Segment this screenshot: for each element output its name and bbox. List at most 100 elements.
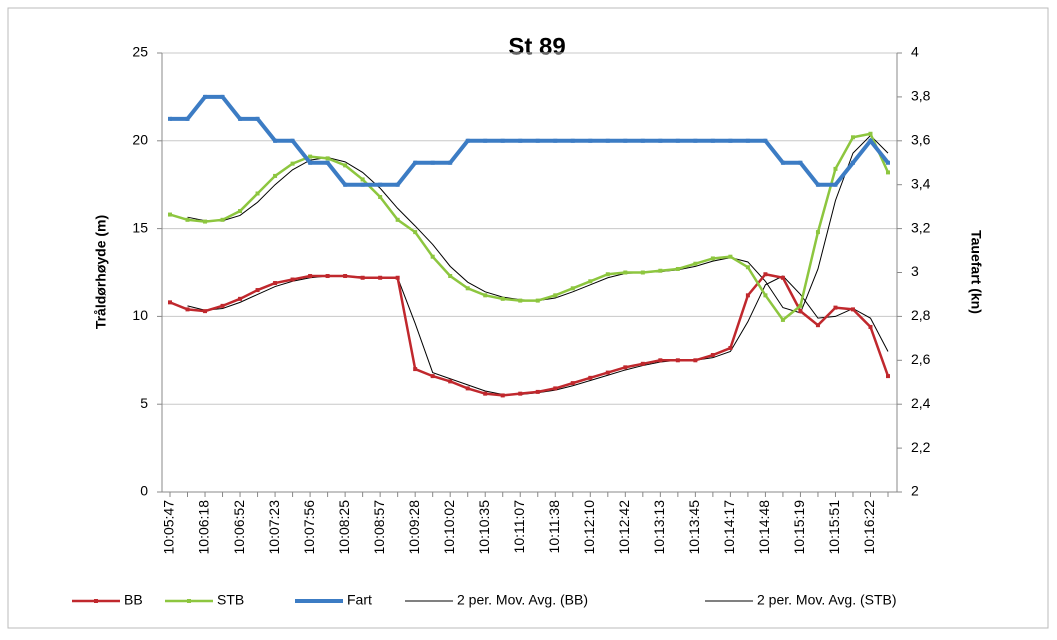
legend-label: 2 per. Mov. Avg. (BB)	[457, 592, 588, 608]
x-tick-label: 10:14:17	[721, 500, 737, 555]
point	[623, 138, 628, 143]
point	[605, 138, 610, 143]
point	[430, 374, 435, 379]
point	[448, 274, 453, 279]
point	[290, 138, 295, 143]
y-tick-label: 20	[132, 132, 148, 148]
point	[710, 138, 715, 143]
y2-tick-label: 2,2	[911, 439, 931, 455]
point	[325, 274, 330, 279]
point	[815, 182, 820, 187]
point	[220, 94, 225, 99]
y2-tick-label: 3,6	[911, 132, 931, 148]
point	[308, 154, 313, 159]
x-tick-label: 10:10:02	[441, 500, 457, 555]
x-tick-label: 10:11:38	[546, 500, 562, 554]
y-tick-label: 10	[132, 307, 148, 323]
point	[623, 365, 628, 370]
point	[203, 309, 208, 314]
point	[448, 379, 453, 384]
x-tick-label: 10:08:25	[336, 500, 352, 555]
point	[518, 298, 523, 303]
point	[886, 160, 890, 165]
point	[185, 116, 190, 121]
point	[570, 138, 575, 143]
y-axis-title: Tråldørhøyde (m)	[93, 215, 109, 329]
y2-tick-label: 3,2	[911, 219, 931, 235]
point	[168, 212, 172, 217]
point	[290, 277, 295, 282]
point	[886, 170, 890, 175]
point	[255, 191, 260, 196]
point	[378, 194, 383, 199]
legend-marker	[317, 599, 321, 603]
point	[483, 293, 488, 298]
point	[570, 381, 575, 386]
point	[868, 138, 873, 143]
point	[693, 138, 698, 143]
legend-label: BB	[124, 592, 143, 608]
point	[710, 256, 715, 261]
point	[395, 217, 400, 222]
point	[798, 309, 803, 314]
point	[815, 323, 820, 328]
point	[605, 370, 610, 375]
point	[465, 286, 470, 291]
point	[535, 138, 540, 143]
point	[728, 254, 733, 259]
point	[220, 217, 225, 222]
point	[553, 293, 558, 298]
x-tick-label: 10:12:10	[581, 500, 597, 555]
point	[588, 375, 593, 380]
legend-marker	[187, 599, 191, 603]
point	[640, 138, 645, 143]
x-tick-label: 10:15:51	[826, 500, 842, 555]
point	[395, 275, 400, 280]
y-tick-label: 5	[140, 395, 148, 411]
point	[360, 182, 365, 187]
point	[185, 217, 190, 222]
point	[273, 281, 278, 286]
point	[273, 138, 278, 143]
point	[378, 275, 383, 280]
point	[360, 275, 365, 280]
x-tick-label: 10:15:19	[791, 500, 807, 555]
point	[378, 182, 383, 187]
point	[308, 160, 313, 165]
legend-label: STB	[217, 592, 244, 608]
chart-frame	[7, 7, 1049, 629]
point	[343, 274, 348, 279]
point	[675, 138, 680, 143]
point	[553, 386, 558, 391]
point	[658, 268, 663, 273]
chart-title: St 89	[508, 33, 565, 60]
point	[640, 361, 645, 366]
x-tick-label: 10:13:13	[651, 500, 667, 555]
point	[185, 307, 190, 312]
point	[500, 296, 505, 301]
point	[710, 353, 715, 358]
series-line	[169, 272, 890, 397]
point	[850, 307, 855, 312]
point	[833, 182, 838, 187]
y2-tick-label: 3	[911, 263, 919, 279]
point	[850, 160, 855, 165]
y2-tick-label: 3,4	[911, 175, 931, 191]
x-tick-label: 10:05:47	[161, 500, 177, 555]
point	[693, 358, 698, 363]
point	[220, 303, 225, 308]
x-tick-label: 10:16:22	[861, 500, 877, 555]
x-tick-label: 10:06:18	[196, 500, 212, 555]
y2-tick-label: 4	[911, 44, 919, 60]
point	[658, 358, 663, 363]
x-tick-label: 10:06:52	[231, 500, 247, 555]
point	[798, 303, 803, 308]
point	[255, 116, 260, 121]
legend-label: 2 per. Mov. Avg. (STB)	[757, 592, 897, 608]
y2-axis-title: Tauefart (kn)	[968, 230, 984, 314]
point	[290, 161, 295, 166]
point	[675, 358, 680, 363]
point	[483, 138, 488, 143]
point	[780, 275, 785, 280]
